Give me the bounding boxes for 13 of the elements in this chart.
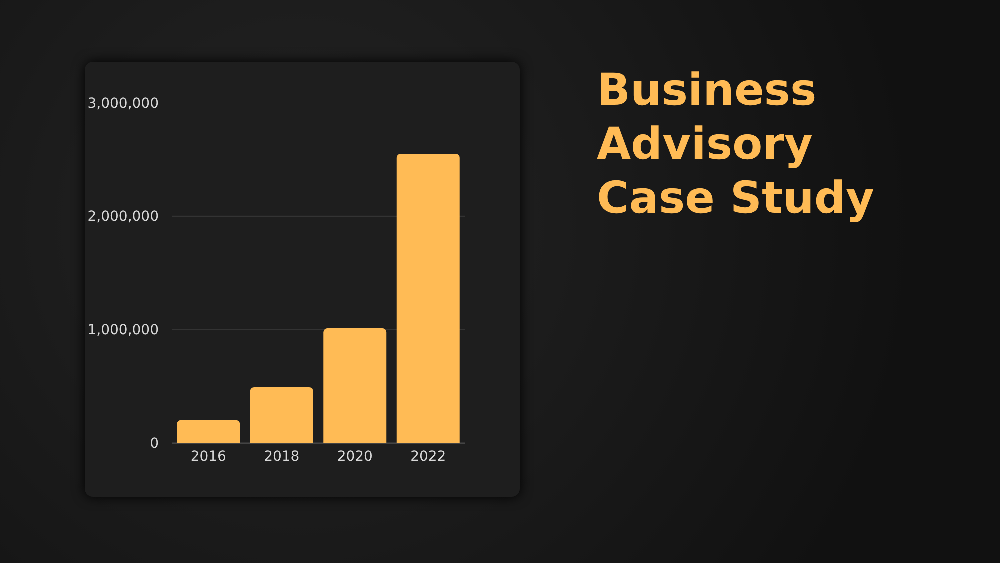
bar xyxy=(177,420,240,443)
x-tick-label: 2022 xyxy=(410,448,446,465)
x-tick-label: 2016 xyxy=(190,448,227,465)
y-tick-label: 1,000,000 xyxy=(88,322,159,339)
y-tick-label: 0 xyxy=(150,436,159,452)
text: Business Advisory Case Study xyxy=(597,64,876,226)
y-tick-label: 3,000,000 xyxy=(88,96,159,112)
bar xyxy=(396,154,460,443)
x-tick-label: 2018 xyxy=(264,448,300,465)
y-tick-label: 2,000,000 xyxy=(88,209,159,226)
bar xyxy=(250,387,314,443)
bar xyxy=(324,328,387,443)
x-tick-label: 2020 xyxy=(337,448,373,465)
